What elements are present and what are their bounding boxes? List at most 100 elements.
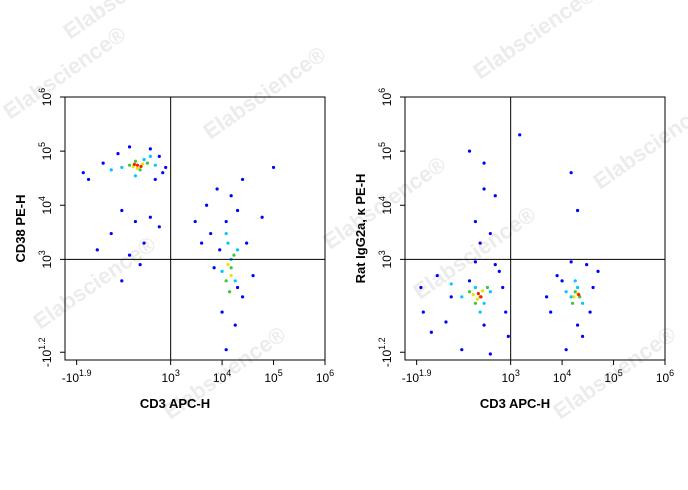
data-point [140,162,145,166]
data-point [585,263,589,267]
data-point [109,168,113,172]
y-tick-label: -101.2 [377,337,394,367]
data-point [473,301,478,305]
data-point [235,248,240,252]
data-point [573,279,577,283]
data-point [504,310,508,314]
data-point [138,168,142,172]
data-point [157,154,161,158]
data-point [235,285,240,290]
data-point [260,215,264,219]
data-point [233,279,237,283]
data-point [245,241,249,245]
data-point [164,165,168,170]
x-tick-label: 104 [553,368,571,385]
y-axis-label: Rat IgG2a, κ PE-H [353,174,368,284]
data-point [473,260,478,264]
data-point [467,149,472,153]
data-point [120,208,124,213]
x-axis-label: CD3 APC-H [480,396,550,411]
y-tick-label: 105 [377,142,394,160]
data-point [224,231,228,236]
data-point [81,171,85,175]
data-point [575,323,580,327]
data-point [444,320,448,324]
data-point [419,285,423,290]
data-point [127,163,132,167]
data-point [226,241,230,245]
data-point [570,301,575,305]
data-point [224,219,228,224]
data-point [220,269,224,273]
data-point [148,154,152,158]
data-point [139,164,143,169]
data-point [497,269,501,273]
y-tick-label: 106 [377,88,394,106]
y-tick-label: 104 [377,196,394,214]
x-tick-label: 103 [161,368,179,385]
x-tick-label: 104 [213,368,231,385]
data-point [120,279,124,283]
data-point [148,147,152,151]
data-point [460,295,464,299]
data-point [482,301,486,305]
data-point [220,310,224,314]
data-point [569,260,573,264]
data-point [479,295,483,299]
data-point [153,177,157,182]
data-point [224,348,228,352]
data-point [212,266,216,270]
y-tick-label: 103 [37,250,54,268]
data-point [157,225,161,229]
data-point [435,274,439,278]
data-point [132,162,136,166]
data-point [482,187,486,191]
x-tick-label: 103 [501,368,519,385]
data-point [467,279,472,283]
data-point [476,292,480,296]
data-point [564,348,568,352]
data-point [120,165,124,170]
data-point [580,301,585,305]
plot-frame [64,96,326,361]
data-point [545,295,549,299]
data-point [572,295,576,299]
data-point [449,295,453,299]
data-point [133,174,138,178]
data-point [478,310,482,314]
data-point [421,310,425,314]
data-point [251,274,255,278]
y-tick-label: 106 [37,88,54,106]
x-tick-label: -101.9 [62,368,92,385]
data-point [229,194,233,198]
data-point [240,295,245,299]
data-point [493,194,497,198]
x-tick-label: 106 [656,368,674,385]
data-point [467,290,472,294]
data-point [135,163,140,167]
data-point [224,279,228,283]
x-tick-label: 105 [264,368,282,385]
data-point [240,177,245,182]
x-tick-label: 105 [604,368,622,385]
data-point [135,166,140,170]
y-tick-label: 104 [37,196,54,214]
data-point [209,231,213,236]
data-point [127,145,132,149]
data-point [235,208,240,213]
data-point [193,219,197,224]
data-point [86,177,91,182]
data-point [575,208,580,213]
data-point [485,285,490,290]
data-point [161,171,165,175]
data-point [573,290,577,294]
data-point [580,334,585,338]
data-point [153,163,157,167]
data-point [142,241,146,245]
x-tick-label: -101.9 [402,368,432,385]
data-point [233,323,237,327]
data-point [133,219,138,224]
plot: -101.9 103 104 105 106 -101.2 103 104 105 106 CD3 … [353,88,674,411]
